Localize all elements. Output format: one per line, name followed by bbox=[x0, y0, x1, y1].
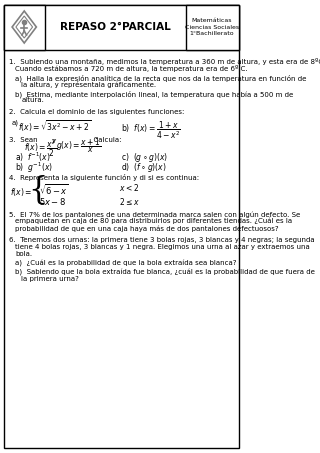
Text: {: { bbox=[28, 174, 47, 206]
Text: altura.: altura. bbox=[21, 97, 44, 103]
Text: c)  $(g \circ g)(x)$: c) $(g \circ g)(x)$ bbox=[121, 151, 168, 164]
Bar bbox=[186, 5, 238, 50]
Bar bbox=[4, 5, 45, 50]
Text: REPASO 2°PARCIAL: REPASO 2°PARCIAL bbox=[60, 22, 171, 32]
Text: $\sqrt{6 - x}$: $\sqrt{6 - x}$ bbox=[39, 182, 69, 197]
Text: $f(x) = \sqrt{3x^2 - x + 2}$: $f(x) = \sqrt{3x^2 - x + 2}$ bbox=[18, 119, 92, 135]
Text: $g(x) = \dfrac{x+1}{x}$: $g(x) = \dfrac{x+1}{x}$ bbox=[56, 137, 101, 155]
Text: la primera urna?: la primera urna? bbox=[21, 276, 79, 282]
Text: b)  Sabiendo que la bola extraída fue blanca, ¿cuál es la probabilidad de que fu: b) Sabiendo que la bola extraída fue bla… bbox=[15, 269, 315, 276]
Text: la altura, y représentala gráficamente.: la altura, y représentala gráficamente. bbox=[21, 81, 156, 88]
Text: empaquetan en caja de 80 para distribuirlos por diferentes tiendas. ¿Cuál es la: empaquetan en caja de 80 para distribuir… bbox=[15, 218, 292, 225]
Text: $5x - 8$: $5x - 8$ bbox=[39, 196, 67, 207]
Text: 1.  Subiendo una montaña, medimos la temperatura a 360 m de altura, y esta era d: 1. Subiendo una montaña, medimos la temp… bbox=[9, 58, 320, 65]
Text: a)  ¿Cuál es la probabilidad de que la bola extraída sea blanca?: a) ¿Cuál es la probabilidad de que la bo… bbox=[15, 260, 237, 267]
Text: . Calcula:: . Calcula: bbox=[89, 137, 121, 143]
Text: d)  $(f \circ g)(x)$: d) $(f \circ g)(x)$ bbox=[121, 161, 167, 174]
Text: 6.  Tenemos dos urnas: la primera tiene 3 bolas rojas, 3 blancas y 4 negras; la : 6. Tenemos dos urnas: la primera tiene 3… bbox=[9, 237, 315, 243]
Text: b)  Estima, mediante interpolación lineal, la temperatura que había a 500 m de: b) Estima, mediante interpolación lineal… bbox=[15, 90, 293, 97]
Text: bola.: bola. bbox=[15, 251, 32, 257]
Text: b)  $g^{-1}(x)$: b) $g^{-1}(x)$ bbox=[15, 161, 53, 175]
Text: a): a) bbox=[12, 119, 19, 125]
Text: 2.  Calcula el dominio de las siguientes funciones:: 2. Calcula el dominio de las siguientes … bbox=[9, 109, 184, 115]
Text: $2 \leq x$: $2 \leq x$ bbox=[119, 196, 140, 207]
Text: a)  Halla la expresión analítica de la recta que nos da la temperatura en funció: a) Halla la expresión analítica de la re… bbox=[15, 74, 307, 82]
Bar bbox=[4, 5, 238, 50]
Text: probabilidad de que en una caja haya más de dos pantalones defectuosos?: probabilidad de que en una caja haya más… bbox=[15, 225, 279, 231]
Text: 3.  Sean: 3. Sean bbox=[9, 137, 47, 143]
FancyBboxPatch shape bbox=[4, 5, 238, 448]
Text: $f(x) =$: $f(x) =$ bbox=[10, 186, 33, 198]
Text: $f(x) = \dfrac{x^2}{2}$: $f(x) = \dfrac{x^2}{2}$ bbox=[24, 137, 57, 159]
Text: tiene 4 bolas rojas, 3 blancas y 1 negra. Elegimos una urna al azar y extraemos : tiene 4 bolas rojas, 3 blancas y 1 negra… bbox=[15, 244, 310, 250]
Text: 4.  Representa la siguiente función y di si es continua:: 4. Representa la siguiente función y di … bbox=[9, 174, 199, 181]
Text: b)  $f(x) = \dfrac{1+x}{4-x^2}$: b) $f(x) = \dfrac{1+x}{4-x^2}$ bbox=[121, 119, 181, 141]
Text: Cuando estábamos a 720 m de altura, la temperatura era de 6º C.: Cuando estábamos a 720 m de altura, la t… bbox=[15, 65, 248, 72]
Text: 5.  El 7% de los pantalones de una determinada marca salen con algún defecto. Se: 5. El 7% de los pantalones de una determ… bbox=[9, 211, 300, 217]
Text: a)  $f^{-1}(x)$: a) $f^{-1}(x)$ bbox=[15, 151, 51, 164]
Text: Matemáticas
Ciencias Sociales
1°Bachillerato: Matemáticas Ciencias Sociales 1°Bachille… bbox=[185, 18, 239, 36]
Text: $y$: $y$ bbox=[51, 137, 57, 146]
Text: $x < 2$: $x < 2$ bbox=[119, 182, 139, 193]
